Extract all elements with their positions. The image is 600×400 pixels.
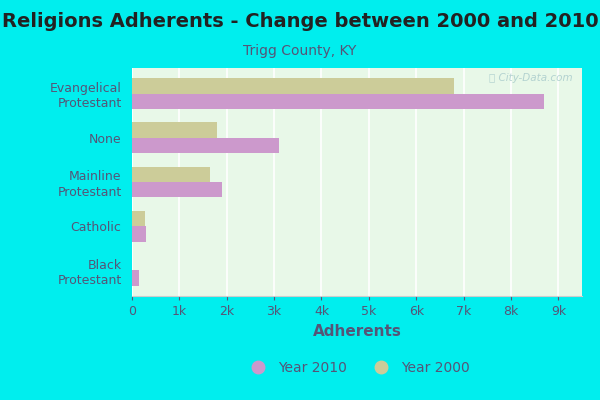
Text: Trigg County, KY: Trigg County, KY [244, 44, 356, 58]
Bar [132, 78, 454, 94]
Text: ⓘ City-Data.com: ⓘ City-Data.com [490, 72, 573, 82]
Bar [132, 138, 279, 153]
Bar [132, 122, 217, 138]
Bar [132, 211, 145, 226]
Bar [132, 182, 222, 198]
Bar [132, 226, 146, 242]
Bar [132, 166, 210, 182]
X-axis label: Adherents: Adherents [313, 324, 401, 338]
Legend: Year 2010, Year 2000: Year 2010, Year 2000 [239, 355, 475, 380]
Bar [132, 94, 544, 109]
Text: Religions Adherents - Change between 2000 and 2010: Religions Adherents - Change between 200… [2, 12, 598, 31]
Bar [132, 270, 139, 286]
